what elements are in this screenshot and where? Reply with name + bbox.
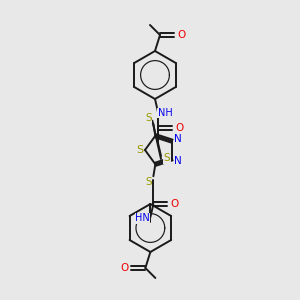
Text: N: N [174, 156, 182, 166]
Text: S: S [145, 113, 152, 123]
Text: O: O [170, 199, 178, 209]
Text: N: N [174, 134, 182, 144]
Text: O: O [175, 123, 183, 133]
Text: O: O [177, 30, 185, 40]
Text: S: S [164, 153, 170, 163]
Text: S: S [136, 145, 144, 155]
Text: HN: HN [135, 213, 150, 223]
Text: O: O [120, 263, 128, 273]
Text: NH: NH [158, 108, 172, 118]
Text: S: S [145, 177, 152, 187]
